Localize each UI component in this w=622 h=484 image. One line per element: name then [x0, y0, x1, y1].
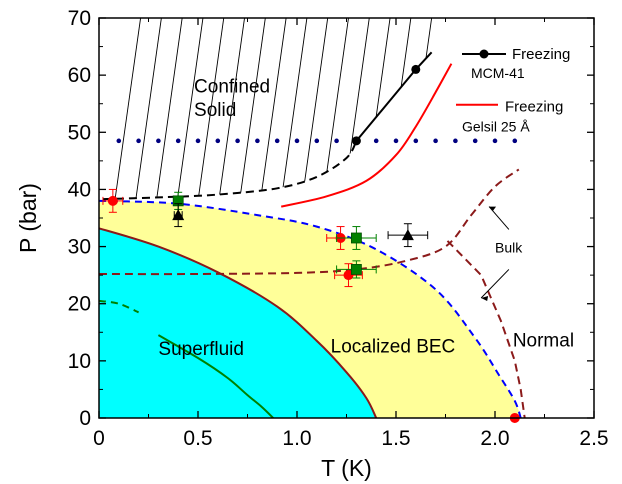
- localized-bec-label: Localized BEC: [331, 336, 456, 357]
- triangle-marker: [401, 229, 414, 241]
- y-tick-label: 30: [68, 236, 91, 259]
- hatch-line: [322, 18, 349, 200]
- x-tick-label: 2.0: [480, 427, 509, 450]
- confined-solid-hatching: [114, 18, 436, 200]
- y-tick-label: 60: [68, 64, 91, 87]
- superfluid-label: Superfluid: [158, 339, 244, 360]
- axes-layer: 0 0.5 1.0 1.5 2.0 2.5 0 10 20 30 40 50 60 70: [68, 7, 609, 450]
- dotted-line-point: [116, 138, 122, 144]
- y-tick-label: 70: [68, 7, 91, 30]
- confined-solid-label-line: Solid: [194, 100, 236, 121]
- dotted-line-point: [156, 138, 161, 144]
- dotted-line-point: [235, 138, 240, 144]
- data-point: [387, 223, 429, 248]
- hatch-line: [259, 18, 287, 200]
- bec-boundary-line: [99, 199, 522, 418]
- hatch-line: [197, 18, 225, 200]
- y-tick-label: 0: [79, 407, 91, 430]
- data-point: [336, 226, 377, 250]
- dotted-line-point: [433, 138, 438, 144]
- freezing-mcm41-marker: [351, 136, 361, 146]
- bulk-arrow-1: [488, 206, 510, 230]
- dotted-line-point: [274, 138, 280, 144]
- dotted-line-point: [215, 138, 221, 144]
- triangle-marker: [172, 209, 185, 221]
- dotted-line-point: [453, 138, 458, 144]
- hatch-line: [155, 18, 183, 200]
- points-layer: [102, 64, 520, 423]
- confined-solid-label-line: Confined: [194, 76, 270, 97]
- fill-layer: [99, 200, 521, 418]
- hatch-line: [135, 18, 162, 200]
- hatch-line: [384, 18, 412, 200]
- confined-solid-label: Confined Solid: [194, 76, 270, 121]
- data-point: [102, 188, 124, 213]
- bulk-arrowhead-2: [481, 296, 489, 301]
- freezing-mcm41-marker: [411, 64, 421, 74]
- legend-mcm41-label: Freezing: [512, 46, 570, 63]
- dotted-line-point: [393, 138, 399, 144]
- dotted-line-point: [512, 138, 518, 144]
- circle-marker: [107, 195, 118, 206]
- circle-marker: [343, 270, 354, 281]
- x-tick-label: 0.5: [183, 427, 212, 450]
- legend-gelsil-label: Freezing: [505, 99, 563, 116]
- y-tick-label: 10: [68, 350, 91, 373]
- normal-label: Normal: [513, 331, 574, 352]
- data-point: [334, 263, 363, 288]
- y-tick-label: 50: [68, 121, 91, 144]
- freezing-mcm41-line: [355, 51, 433, 142]
- hatch-line: [239, 18, 266, 200]
- hatch-line: [176, 18, 204, 200]
- bulk-arrow-2: [480, 269, 510, 299]
- legend-gelsil-sublabel: Gelsil 25 Å: [462, 119, 530, 135]
- inner-green-dashed-line: [99, 299, 140, 314]
- hatch-line: [405, 18, 433, 200]
- hatch-line: [301, 18, 329, 200]
- x-tick-label: 0: [93, 427, 105, 450]
- x-tick-label: 1.0: [282, 427, 311, 450]
- freezing-gelsil-line: [280, 63, 453, 208]
- solid-boundary-dashed-line: [102, 140, 358, 201]
- dotted-line-point: [472, 138, 478, 144]
- y-tick-label: 20: [68, 293, 91, 316]
- data-point: [336, 260, 377, 279]
- dotted-line-point: [255, 138, 260, 144]
- bulk-label: Bulk: [495, 239, 523, 255]
- bulk-line-1: [99, 168, 520, 276]
- y-tick-label: 40: [68, 178, 91, 201]
- bulk-arrowhead-1: [489, 206, 497, 211]
- bulk-line-2: [446, 240, 526, 418]
- dotted-line-point: [294, 138, 300, 144]
- y-axis-label: P (bar): [15, 183, 41, 253]
- data-point: [172, 203, 185, 228]
- lines-layer: [99, 51, 526, 418]
- dotted-line-point: [413, 138, 419, 144]
- dotted-line-point: [136, 138, 141, 144]
- hatch-line: [218, 18, 245, 200]
- x-axis-label: T (K): [321, 455, 372, 481]
- x-tick-label: 2.5: [579, 427, 608, 450]
- inner-green-solid-line: [157, 334, 274, 418]
- hatch-line: [114, 18, 142, 200]
- legend-mcm41-marker: [479, 49, 489, 59]
- hatch-line: [343, 18, 370, 200]
- superfluid-region: [99, 228, 377, 418]
- superfluid-boundary-line: [99, 227, 378, 418]
- hatch-line: [280, 18, 308, 200]
- square-marker: [350, 232, 362, 244]
- x-tick-label: 1.5: [381, 427, 410, 450]
- dotted-line-point: [175, 138, 181, 144]
- hatch-layer: [114, 18, 436, 200]
- legend-mcm41-sublabel: MCM-41: [471, 65, 525, 81]
- text-layer: T (K) P (bar) Confined Solid Superfluid Local…: [15, 46, 574, 481]
- hatch-line: [426, 18, 436, 200]
- dotted-line-point: [334, 138, 339, 144]
- dotted-line-point: [492, 138, 498, 144]
- dotted-line-point: [373, 138, 379, 144]
- dotted-line-point: [314, 138, 320, 144]
- dotted-line-point: [195, 138, 201, 144]
- square-marker: [350, 264, 362, 275]
